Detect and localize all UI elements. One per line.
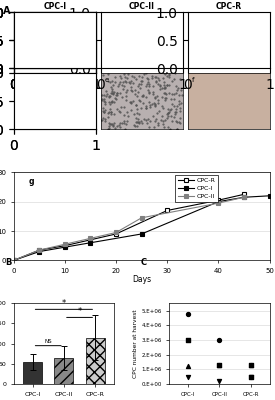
Point <box>249 362 253 368</box>
CPC-I <box>38 249 41 254</box>
Text: f: f <box>192 78 194 84</box>
Point <box>249 374 253 380</box>
Point <box>217 362 222 368</box>
Bar <box>86 338 105 384</box>
Circle shape <box>113 20 170 60</box>
Text: a: a <box>18 16 22 22</box>
Point <box>217 337 222 343</box>
Point <box>236 49 241 56</box>
CPC-II <box>217 201 220 206</box>
Point <box>217 378 222 384</box>
Point <box>271 83 275 90</box>
CPC-I <box>268 193 271 198</box>
Point <box>211 43 216 50</box>
Text: C: C <box>140 258 146 267</box>
Line: CPC-I: CPC-I <box>12 194 272 262</box>
Point <box>183 17 187 24</box>
Bar <box>23 362 42 384</box>
Point <box>220 51 225 57</box>
CPC-I <box>89 240 92 245</box>
Title: CPC-I: CPC-I <box>43 2 66 11</box>
CPC-II <box>242 195 246 200</box>
Point <box>260 37 264 44</box>
Circle shape <box>26 20 83 60</box>
Circle shape <box>200 20 257 60</box>
CPC-I <box>242 195 246 200</box>
Point <box>217 362 222 368</box>
Point <box>186 363 190 370</box>
CPC-I <box>63 245 67 250</box>
Text: *: * <box>78 307 82 316</box>
CPC-R <box>217 198 220 203</box>
CPC-R <box>12 258 15 263</box>
Circle shape <box>107 16 176 64</box>
CPC-II <box>114 230 118 235</box>
Point <box>186 374 190 380</box>
CPC-II <box>89 236 92 241</box>
Title: CPC-R: CPC-R <box>215 2 241 11</box>
Line: CPC-II: CPC-II <box>12 195 246 262</box>
Legend: CPC-R, CPC-I, CPC-II: CPC-R, CPC-I, CPC-II <box>175 176 218 202</box>
Text: B: B <box>6 258 12 267</box>
Point <box>176 7 180 13</box>
CPC-R <box>38 248 41 252</box>
Text: g: g <box>29 177 35 186</box>
CPC-II <box>38 248 41 252</box>
CPC-R <box>114 232 118 236</box>
CPC-R <box>89 238 92 242</box>
Point <box>244 49 248 56</box>
Point <box>254 68 258 74</box>
Point <box>249 362 253 368</box>
Point <box>153 13 157 19</box>
Title: CPC-II: CPC-II <box>129 2 155 11</box>
Line: CPC-R: CPC-R <box>12 192 246 262</box>
Y-axis label: CPC number at harvest: CPC number at harvest <box>133 309 138 378</box>
Point <box>156 0 161 1</box>
Text: b: b <box>105 16 109 22</box>
Bar <box>54 358 73 384</box>
Text: e: e <box>105 78 109 84</box>
CPC-I <box>217 199 220 204</box>
CPC-II <box>63 242 67 247</box>
Text: *: * <box>62 299 66 308</box>
Point <box>186 337 190 343</box>
Point <box>186 310 190 317</box>
CPC-II <box>140 216 143 220</box>
CPC-I <box>140 232 143 236</box>
Point <box>216 69 221 75</box>
CPC-I <box>12 258 15 263</box>
Point <box>248 55 253 61</box>
Point <box>215 85 220 92</box>
Text: c: c <box>192 16 196 22</box>
CPC-R <box>166 208 169 213</box>
Text: A: A <box>3 6 10 16</box>
Text: NS: NS <box>45 340 52 344</box>
CPC-II <box>12 258 15 263</box>
X-axis label: Days: Days <box>132 275 151 284</box>
Text: d: d <box>18 78 22 84</box>
Point <box>145 10 149 16</box>
CPC-R <box>63 243 67 248</box>
CPC-R <box>242 192 246 197</box>
Circle shape <box>24 19 86 62</box>
Point <box>249 374 253 380</box>
Point <box>202 95 207 102</box>
